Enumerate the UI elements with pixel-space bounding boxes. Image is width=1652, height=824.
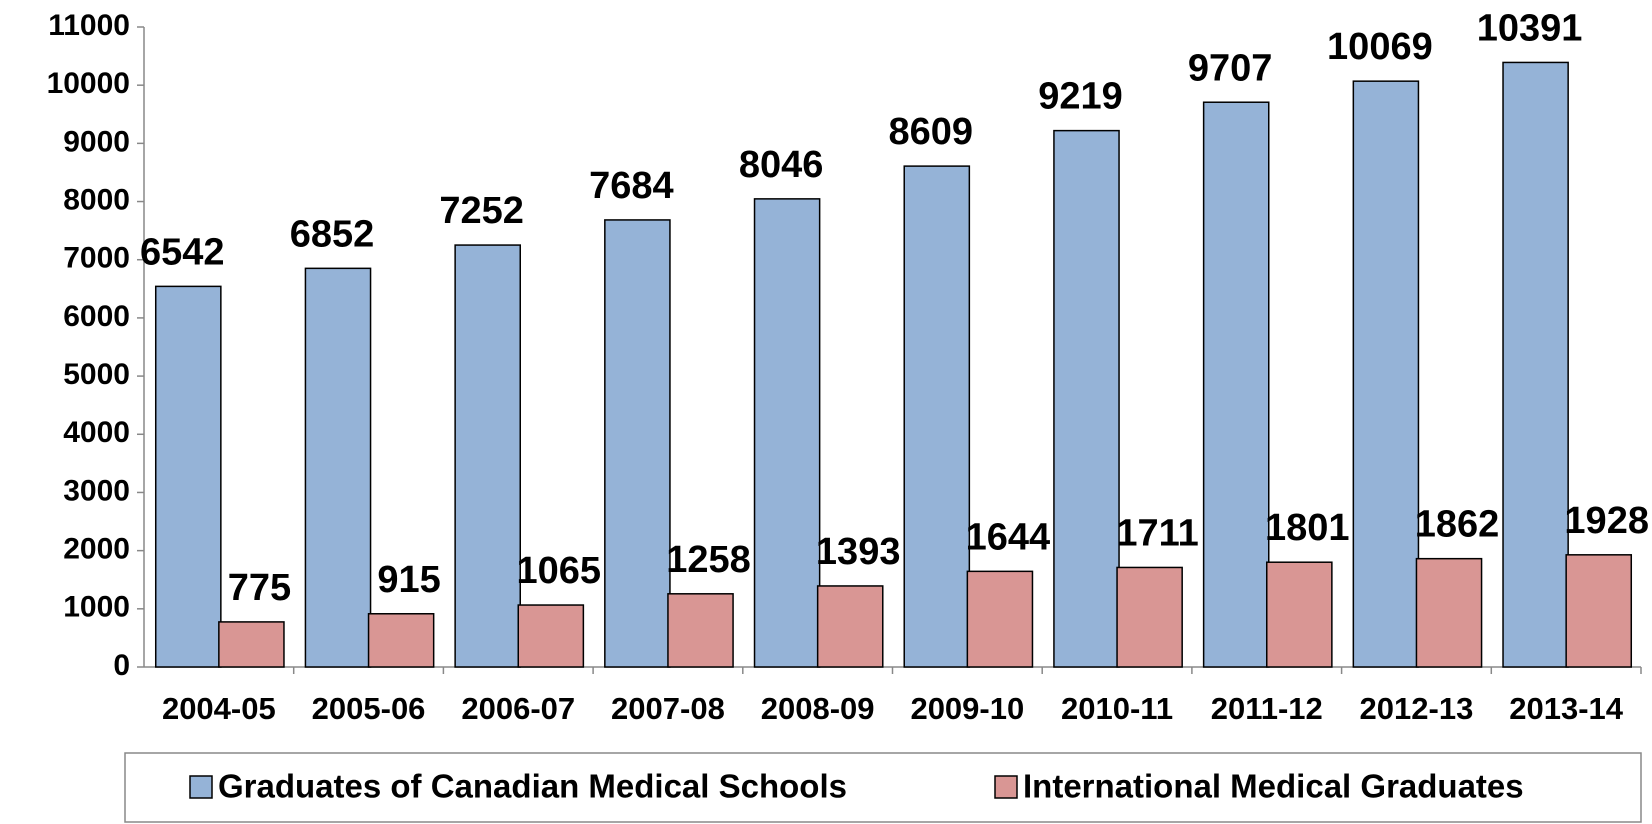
x-tick-label: 2008-09 xyxy=(761,691,875,726)
legend-label: International Medical Graduates xyxy=(1023,768,1524,805)
data-label: 8046 xyxy=(739,144,824,186)
data-label: 6542 xyxy=(140,231,225,273)
x-tick-label: 2006-07 xyxy=(461,691,575,726)
bar xyxy=(1352,80,1420,668)
y-tick-label: 6000 xyxy=(63,300,130,333)
y-tick-label: 0 xyxy=(113,649,130,682)
y-tick-label: 7000 xyxy=(63,242,130,275)
bar xyxy=(966,570,1034,668)
x-tick-label: 2010-11 xyxy=(1061,691,1173,726)
data-label: 9219 xyxy=(1038,76,1123,118)
bar xyxy=(1565,554,1633,668)
data-label: 10391 xyxy=(1477,7,1583,49)
bar xyxy=(1202,101,1270,668)
bar xyxy=(604,219,671,668)
y-tick-label: 9000 xyxy=(63,125,130,158)
x-tick-label: 2005-06 xyxy=(312,691,426,726)
y-tick-label: 5000 xyxy=(63,358,130,391)
bar xyxy=(903,165,971,668)
bar xyxy=(304,267,372,668)
y-tick-label: 3000 xyxy=(63,474,130,507)
bar xyxy=(1415,557,1483,668)
data-label: 1928 xyxy=(1564,500,1649,542)
data-label: 1644 xyxy=(966,516,1051,558)
x-tick-label: 2013-14 xyxy=(1509,691,1624,726)
bar xyxy=(667,593,734,668)
bar xyxy=(454,244,521,668)
data-label: 10069 xyxy=(1327,26,1433,68)
legend-label: Graduates of Canadian Medical Schools xyxy=(218,768,847,805)
bar xyxy=(1266,561,1333,668)
data-label: 7252 xyxy=(439,190,524,232)
data-label: 915 xyxy=(377,559,440,601)
legend-swatch xyxy=(189,775,213,799)
data-label: 1862 xyxy=(1415,504,1500,546)
bar xyxy=(1116,566,1183,668)
x-tick-label: 2007-08 xyxy=(611,691,725,726)
data-label: 1393 xyxy=(816,531,901,573)
y-tick-label: 1000 xyxy=(63,591,130,624)
bar xyxy=(154,285,222,668)
data-label: 1801 xyxy=(1265,507,1350,549)
bar xyxy=(367,613,435,668)
bar xyxy=(218,621,285,668)
data-label: 1065 xyxy=(517,550,602,592)
bar xyxy=(753,198,821,668)
data-label: 6852 xyxy=(290,213,375,255)
x-tick-label: 2009-10 xyxy=(910,691,1024,726)
bar xyxy=(517,604,585,668)
y-tick-label: 11000 xyxy=(48,9,130,42)
x-tick-label: 2004-05 xyxy=(162,691,276,726)
data-label: 1711 xyxy=(1116,512,1198,554)
data-label: 8609 xyxy=(889,111,974,153)
data-label: 9707 xyxy=(1188,47,1273,89)
data-label: 7684 xyxy=(589,165,674,207)
bar xyxy=(816,585,884,668)
x-tick-label: 2011-12 xyxy=(1211,691,1323,726)
legend-swatch xyxy=(994,775,1018,799)
legend-box xyxy=(124,752,1642,823)
data-label: 775 xyxy=(228,567,291,609)
x-tick-label: 2012-13 xyxy=(1360,691,1474,726)
y-tick-label: 8000 xyxy=(63,183,130,216)
y-tick-label: 4000 xyxy=(63,416,130,449)
y-tick-label: 2000 xyxy=(63,533,130,566)
data-label: 1258 xyxy=(666,539,751,581)
y-tick-label: 10000 xyxy=(47,67,130,100)
bar xyxy=(1502,61,1569,668)
bar xyxy=(1053,129,1120,668)
